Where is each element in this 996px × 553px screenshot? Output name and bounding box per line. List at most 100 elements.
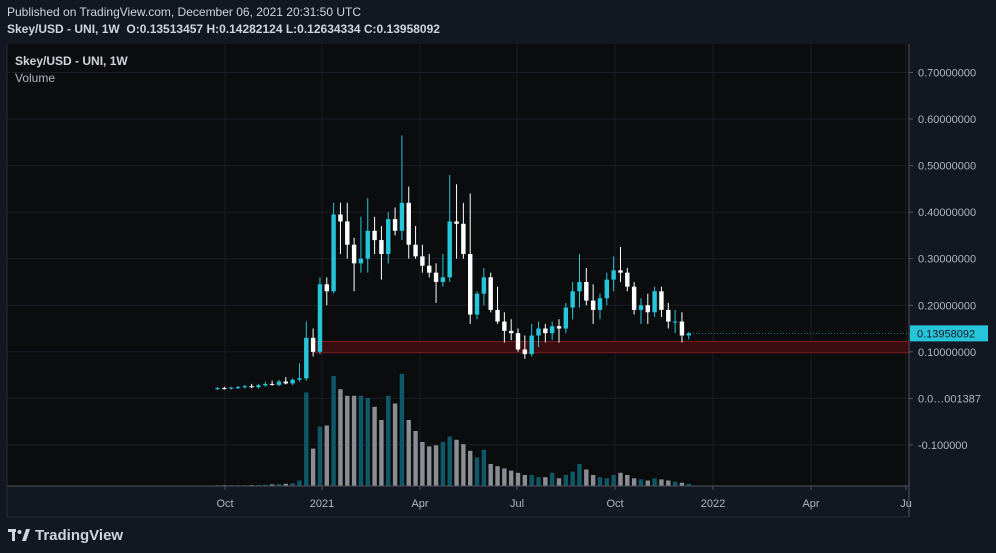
candle-body[interactable] <box>536 328 541 336</box>
candle-body[interactable] <box>297 378 302 380</box>
y-tick-label: 0.50000000 <box>918 161 976 173</box>
volume-bar <box>563 475 569 486</box>
y-tick-label: 0.30000000 <box>918 254 976 266</box>
candle-body[interactable] <box>276 381 282 385</box>
candle-body[interactable] <box>242 386 248 388</box>
candle-body[interactable] <box>481 277 487 294</box>
volume-bar <box>604 478 610 486</box>
volume-bar <box>324 425 329 486</box>
candle-body[interactable] <box>228 387 234 389</box>
candle-body[interactable] <box>433 272 439 282</box>
candle-body[interactable] <box>529 335 534 355</box>
candle-body[interactable] <box>256 385 261 388</box>
y-tick-label: 0.60000000 <box>918 114 976 126</box>
candle-body[interactable] <box>263 383 268 386</box>
candle-body[interactable] <box>215 388 220 390</box>
candle-body[interactable] <box>406 202 411 245</box>
volume-bar <box>625 475 630 486</box>
candle-body[interactable] <box>427 265 432 273</box>
volume-bar <box>495 466 500 486</box>
candle-body[interactable] <box>631 286 637 310</box>
candle-body[interactable] <box>440 277 446 282</box>
candle-body[interactable] <box>638 305 644 310</box>
candle-body[interactable] <box>584 281 589 301</box>
chart-area[interactable]: 0.70000000 0.60000000 0.50000000 0.40000000… <box>0 0 996 518</box>
candle-body[interactable] <box>365 230 370 259</box>
candle-body[interactable] <box>597 298 603 310</box>
candle-body[interactable] <box>324 284 329 292</box>
candle-body[interactable] <box>358 258 364 264</box>
legend-symbol: Skey/USD - UNI, 1W <box>15 54 128 68</box>
x-tick-label: Apr <box>411 498 428 510</box>
candle-body[interactable] <box>338 214 343 222</box>
candle-body[interactable] <box>420 256 425 266</box>
candle-body[interactable] <box>290 379 295 384</box>
volume-bar <box>645 480 650 486</box>
plot-pane[interactable] <box>7 44 909 486</box>
candle-body[interactable] <box>283 381 288 384</box>
volume-bar <box>597 477 603 486</box>
candle-body[interactable] <box>543 328 548 334</box>
brand-logo[interactable]: TradingView <box>8 525 123 545</box>
candle-body[interactable] <box>331 214 336 292</box>
candle-body[interactable] <box>447 221 452 278</box>
candle-body[interactable] <box>345 221 350 245</box>
symbol-label: Skey/USD - UNI, 1W <box>7 22 120 36</box>
candle-body[interactable] <box>461 223 466 255</box>
candle-body[interactable] <box>317 284 323 352</box>
candle-body[interactable] <box>522 349 528 355</box>
last-price-label: 0.13958092 <box>917 328 975 340</box>
candle-body[interactable] <box>386 219 391 255</box>
candle-body[interactable] <box>652 291 657 313</box>
candle-body[interactable] <box>379 240 384 255</box>
candle-body[interactable] <box>570 291 575 308</box>
candle-body[interactable] <box>222 388 227 390</box>
candle-body[interactable] <box>372 230 377 241</box>
candle-body[interactable] <box>454 221 459 224</box>
candle-body[interactable] <box>549 326 555 334</box>
y-tick-label: 0.70000000 <box>918 68 976 80</box>
candle-body[interactable] <box>249 386 254 388</box>
candle-body[interactable] <box>625 272 630 287</box>
candle-body[interactable] <box>351 244 357 264</box>
candle-body[interactable] <box>604 279 610 299</box>
candle-body[interactable] <box>468 254 473 315</box>
support-zone <box>312 341 910 354</box>
volume-bar <box>379 420 384 486</box>
candle-body[interactable] <box>563 307 569 329</box>
candle-body[interactable] <box>556 326 562 329</box>
volume-bar <box>672 481 678 486</box>
ohlc-values: O:0.13513457 H:0.14282124 L:0.12634334 C… <box>126 22 440 36</box>
candle-body[interactable] <box>686 333 691 336</box>
volume-bar <box>679 482 685 486</box>
candle-body[interactable] <box>611 270 616 280</box>
candle-body[interactable] <box>672 321 678 323</box>
candle-body[interactable] <box>508 330 514 334</box>
candle-body[interactable] <box>488 277 493 310</box>
candle-body[interactable] <box>392 219 398 231</box>
candle-body[interactable] <box>310 337 316 352</box>
volume-bar <box>420 442 425 486</box>
candle-body[interactable] <box>474 293 480 315</box>
x-tick-label: Ju <box>900 498 912 510</box>
candle-body[interactable] <box>590 300 596 310</box>
volume-bar <box>659 479 664 486</box>
candle-body[interactable] <box>666 309 671 322</box>
candle-body[interactable] <box>618 270 623 273</box>
candle-body[interactable] <box>679 321 685 336</box>
volume-bar <box>618 472 623 486</box>
volume-bar <box>570 471 575 486</box>
candle-body[interactable] <box>399 202 405 231</box>
x-tick-label: Oct <box>606 498 623 510</box>
candle-body[interactable] <box>502 321 507 331</box>
candle-body[interactable] <box>304 337 309 379</box>
candle-body[interactable] <box>515 333 521 350</box>
candle-body[interactable] <box>235 387 241 389</box>
candle-body[interactable] <box>645 305 650 313</box>
candle-body[interactable] <box>659 291 664 310</box>
candle-body[interactable] <box>269 383 275 385</box>
candle-body[interactable] <box>577 281 582 292</box>
volume-bar <box>590 475 596 486</box>
candle-body[interactable] <box>413 244 418 257</box>
candle-body[interactable] <box>495 309 500 322</box>
